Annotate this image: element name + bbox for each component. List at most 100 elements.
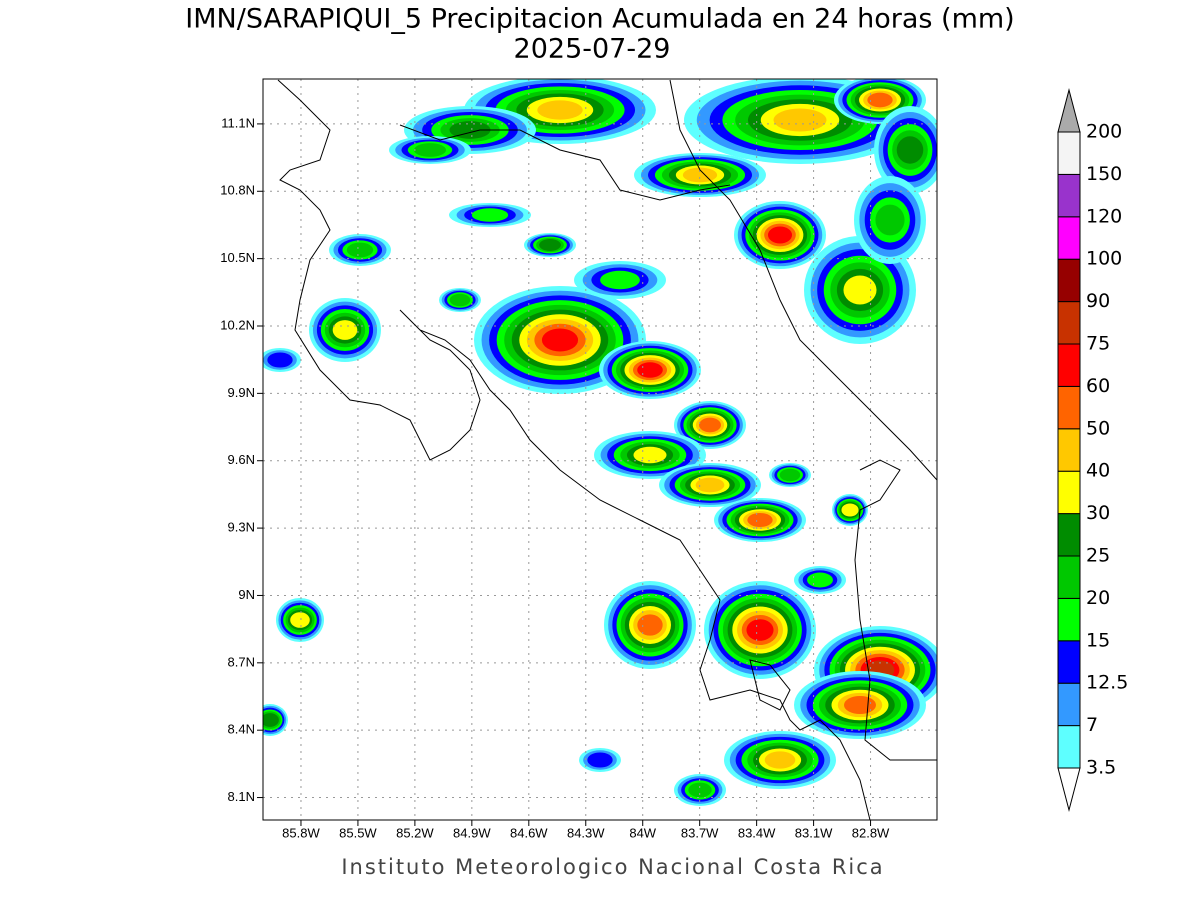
colorbar-box (1057, 216, 1081, 260)
x-tick-label: 82.8W (852, 825, 890, 840)
rain-cell (746, 619, 774, 641)
colorbar: 3.5 7 12.5 15 20 25 30 40 50 60 75 90 100 120 150 200 (1057, 88, 1128, 812)
pacific-coast (277, 79, 871, 820)
rain-cell (637, 614, 663, 636)
rain-cell (699, 417, 721, 433)
colorbar-box (1057, 343, 1081, 387)
y-tick-label: 8.1N (228, 789, 255, 804)
x-tick-label: 83.7W (681, 825, 719, 840)
y-tick-label: 9.6N (228, 452, 255, 467)
rain-cell (539, 239, 561, 251)
rain-cell (807, 572, 833, 588)
map-title: IMN/SARAPIQUI_5 Precipitacion Acumulada … (185, 4, 1014, 35)
colorbar-label: 120 (1086, 205, 1122, 227)
colorbar-under (1057, 767, 1081, 812)
rain-cell (764, 751, 796, 769)
colorbar-box (1057, 173, 1081, 218)
y-tick-label: 10.5N (220, 250, 255, 265)
colorbar-box (1057, 597, 1081, 642)
colorbar-box (1057, 131, 1081, 175)
colorbar-box (1057, 555, 1081, 599)
y-tick-label: 10.8N (220, 183, 255, 198)
gulf-coast (749, 659, 791, 711)
rain-cell (841, 503, 859, 517)
x-tick-label: 85.2W (396, 825, 434, 840)
rain-cell (896, 136, 924, 164)
rain-cell (767, 226, 793, 244)
colorbar-label: 60 (1086, 375, 1110, 397)
colorbar-box (1057, 428, 1081, 472)
colorbar-label: 50 (1086, 417, 1110, 439)
rain-cell (600, 270, 640, 290)
rain-cell (346, 242, 374, 258)
colorbar-box (1057, 640, 1081, 684)
colorbar-box (1057, 470, 1081, 515)
colorbar-label: 90 (1086, 290, 1110, 312)
rain-cell (471, 208, 509, 222)
rain-cell (844, 696, 876, 714)
colorbar-box (1057, 385, 1081, 430)
colorbar-label: 15 (1086, 629, 1110, 651)
colorbar-label: 40 (1086, 460, 1110, 482)
rain-cell (637, 362, 663, 378)
colorbar-box (1057, 258, 1081, 303)
y-tick-label: 10.2N (220, 317, 255, 332)
x-tick-label: 84.3W (567, 825, 605, 840)
map-frame (262, 78, 938, 821)
colorbar-box (1057, 301, 1081, 345)
rain-cell (449, 121, 491, 139)
y-tick-label: 11.1N (221, 115, 255, 130)
rain-cell (541, 328, 579, 352)
x-tick-label: 84W (629, 825, 656, 840)
colorbar-box (1057, 682, 1081, 727)
grid (257, 79, 937, 826)
rain-cell (695, 477, 725, 493)
colorbar-label: 150 (1086, 163, 1122, 185)
rain-cell (537, 100, 583, 120)
rain-cell (843, 275, 877, 305)
rain-cell (633, 446, 667, 464)
rain-cell (688, 782, 712, 798)
rain-cell (332, 320, 358, 340)
panama-border (854, 459, 937, 761)
colorbar-label: 7 (1086, 714, 1098, 736)
x-tick-label: 84.9W (453, 825, 491, 840)
y-tick-label: 8.7N (228, 654, 255, 669)
coastlines (277, 79, 937, 820)
y-tick-label: 9.3N (228, 520, 255, 535)
rain-cell (449, 293, 471, 307)
x-tick-label: 85.8W (282, 825, 320, 840)
rain-cell (875, 204, 905, 236)
rain-cell (747, 513, 773, 527)
rain-cell (779, 468, 801, 482)
nicaragua-border (399, 124, 731, 201)
rain-cell (290, 612, 310, 628)
precipitation-field (263, 79, 937, 806)
colorbar-label: 25 (1086, 545, 1110, 567)
colorbar-box (1057, 513, 1081, 557)
colorbar-label: 20 (1086, 587, 1110, 609)
colorbar-label: 12.5 (1086, 672, 1128, 694)
colorbar-label: 100 (1086, 248, 1122, 270)
x-tick-label: 85.5W (339, 825, 377, 840)
rain-cell (267, 352, 293, 368)
rain-cell (414, 143, 446, 157)
map-subtitle: 2025-07-29 (514, 34, 671, 65)
rain-cell (263, 713, 279, 727)
rain-cell (867, 92, 893, 108)
colorbar-label: 3.5 (1086, 757, 1116, 779)
rain-cell (773, 108, 827, 132)
colorbar-label: 30 (1086, 502, 1110, 524)
y-tick-label: 9N (238, 587, 255, 602)
x-tick-label: 83.4W (738, 825, 776, 840)
rain-cell (587, 752, 613, 768)
colorbar-box (1057, 725, 1081, 769)
colorbar-label: 75 (1086, 333, 1110, 355)
x-tick-label: 83.1W (795, 825, 833, 840)
y-tick-label: 9.9N (228, 385, 255, 400)
x-tick-label: 84.6W (510, 825, 548, 840)
y-tick-label: 8.4N (228, 722, 255, 737)
footer: Instituto Meteorologico Nacional Costa R… (341, 855, 884, 879)
caribbean-coast (669, 79, 937, 481)
